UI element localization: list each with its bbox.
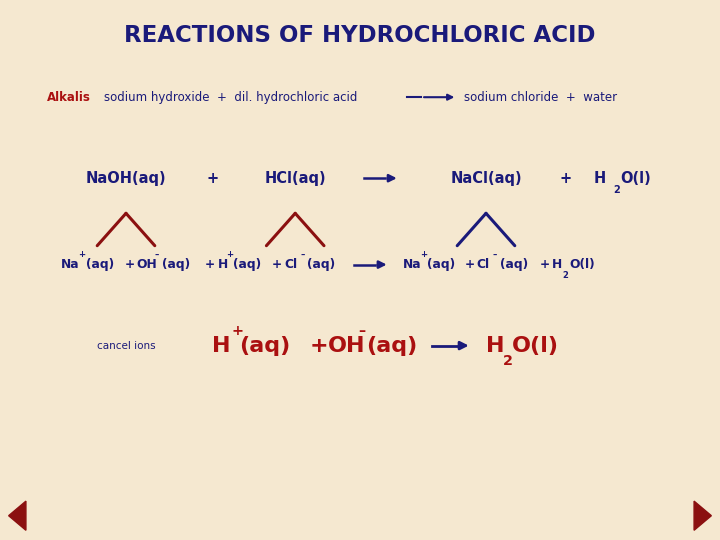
Text: O(l): O(l) — [512, 335, 559, 356]
Text: HCl(aq): HCl(aq) — [264, 171, 326, 186]
Text: (aq): (aq) — [307, 258, 336, 271]
Text: +: + — [226, 251, 233, 259]
Text: +: + — [78, 251, 86, 259]
Text: 2: 2 — [613, 185, 620, 195]
Text: (aq): (aq) — [86, 258, 114, 271]
Text: H: H — [486, 335, 505, 356]
Text: H: H — [217, 258, 228, 271]
Text: (aq): (aq) — [366, 335, 417, 356]
Text: +: + — [540, 258, 550, 271]
Text: sodium hydroxide  +  dil. hydrochloric acid: sodium hydroxide + dil. hydrochloric aci… — [104, 91, 358, 104]
Text: Na: Na — [402, 258, 421, 271]
Text: Na: Na — [61, 258, 80, 271]
Text: +: + — [559, 171, 571, 186]
Text: +: + — [204, 258, 215, 271]
Text: NaCl(aq): NaCl(aq) — [450, 171, 522, 186]
Text: (aq): (aq) — [233, 258, 261, 271]
Text: H: H — [212, 335, 231, 356]
Text: Cl: Cl — [477, 258, 490, 271]
Text: cancel ions: cancel ions — [96, 341, 156, 350]
Text: H: H — [552, 258, 562, 271]
Text: –: – — [492, 251, 497, 259]
Polygon shape — [9, 501, 26, 530]
Text: +: + — [207, 171, 218, 186]
Text: OH: OH — [328, 335, 365, 356]
Text: REACTIONS OF HYDROCHLORIC ACID: REACTIONS OF HYDROCHLORIC ACID — [125, 24, 595, 46]
Text: –: – — [300, 251, 305, 259]
Text: +: + — [231, 324, 243, 338]
Text: +: + — [272, 258, 282, 271]
Text: Cl: Cl — [284, 258, 297, 271]
Text: OH: OH — [137, 258, 158, 271]
Text: NaOH(aq): NaOH(aq) — [86, 171, 166, 186]
Text: 2: 2 — [503, 354, 513, 368]
Text: (aq): (aq) — [427, 258, 455, 271]
Polygon shape — [694, 501, 711, 530]
Text: (aq): (aq) — [239, 335, 290, 356]
Text: 2: 2 — [562, 271, 568, 280]
Text: O(l): O(l) — [621, 171, 652, 186]
Text: (aq): (aq) — [500, 258, 528, 271]
Text: Alkalis: Alkalis — [47, 91, 91, 104]
Text: –: – — [358, 324, 365, 338]
Text: –: – — [155, 251, 159, 259]
Text: +: + — [125, 258, 135, 271]
Text: +: + — [464, 258, 474, 271]
Text: +: + — [420, 251, 427, 259]
Text: H: H — [594, 171, 606, 186]
Text: +: + — [310, 335, 328, 356]
Text: (aq): (aq) — [162, 258, 190, 271]
Text: O(l): O(l) — [570, 258, 595, 271]
Text: sodium chloride  +  water: sodium chloride + water — [464, 91, 618, 104]
